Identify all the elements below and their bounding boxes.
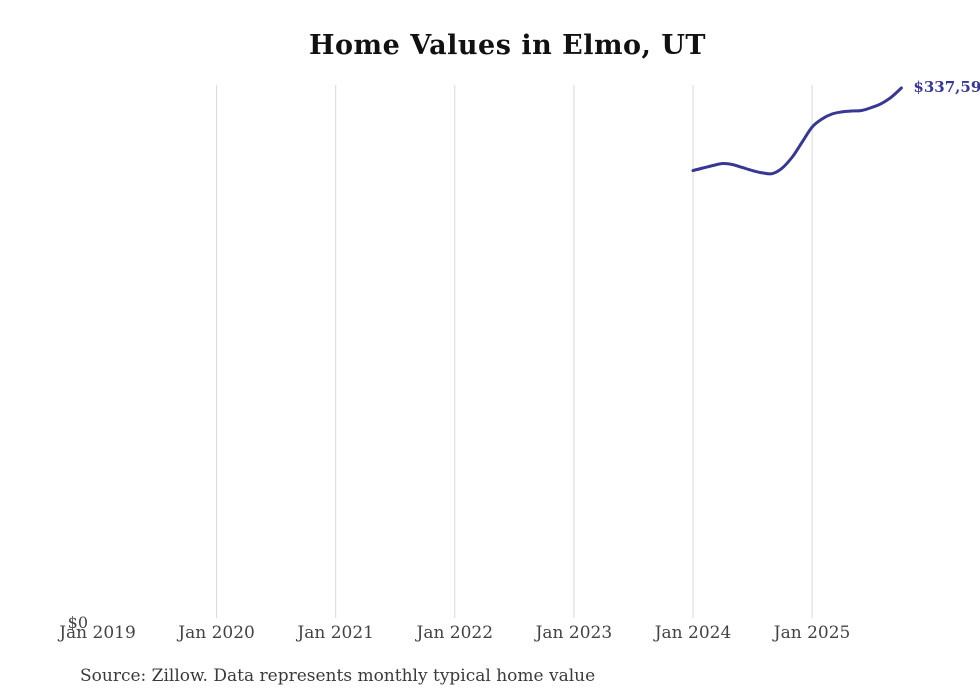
x-tick-label: Jan 2019 [59, 623, 136, 643]
x-tick-label: Jan 2022 [416, 623, 494, 643]
chart-title: Home Values in Elmo, UT [309, 30, 706, 61]
x-tick-label: Jan 2020 [178, 623, 255, 643]
source-note: Source: Zillow. Data represents monthly … [80, 666, 596, 686]
y-axis-zero-label: $0 [67, 613, 88, 632]
x-tick-label: Jan 2024 [654, 623, 732, 643]
x-tick-label: Jan 2021 [297, 623, 374, 643]
x-tick-label: Jan 2023 [535, 623, 613, 643]
x-tick-label: Jan 2025 [773, 623, 851, 643]
latest-value-label: $337,590 [913, 78, 980, 96]
gridlines [216, 85, 813, 618]
home-value-line [691, 86, 903, 176]
